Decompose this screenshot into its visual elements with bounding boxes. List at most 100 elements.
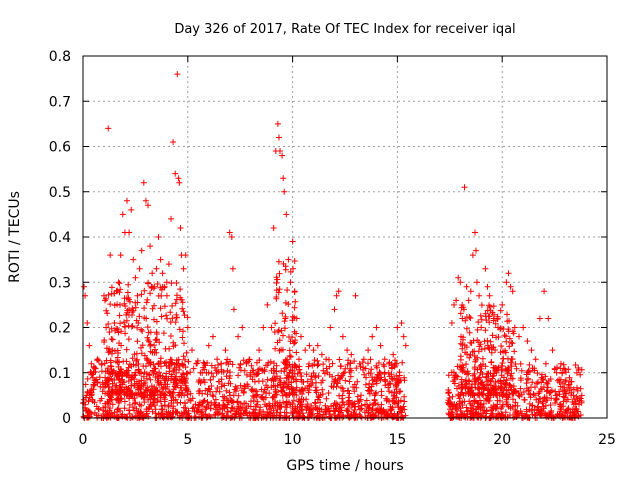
data-point-dense xyxy=(401,406,408,413)
data-point-dense xyxy=(123,346,130,353)
data-point-dense xyxy=(126,407,133,414)
data-point-dense xyxy=(165,403,172,410)
data-point-dense xyxy=(282,315,289,322)
data-point-dense xyxy=(576,401,582,408)
data-point-dense xyxy=(102,390,109,397)
data-point-dense xyxy=(187,369,194,376)
data-point-dense xyxy=(523,380,530,387)
data-point xyxy=(339,333,346,340)
data-point xyxy=(142,197,149,204)
data-point-dense xyxy=(143,299,150,306)
data-point-dense xyxy=(511,348,518,355)
data-point-dense xyxy=(292,362,299,369)
data-point-dense xyxy=(562,366,569,373)
data-point-dense xyxy=(354,378,361,385)
grid-lines xyxy=(83,56,607,418)
data-point-dense xyxy=(116,377,123,384)
data-point-dense xyxy=(95,405,102,412)
data-point-dense xyxy=(280,384,287,391)
data-point-dense xyxy=(488,344,495,351)
data-point-dense xyxy=(160,384,167,391)
data-point-dense xyxy=(557,376,564,383)
data-point-dense xyxy=(93,376,100,383)
data-point xyxy=(189,347,195,354)
data-point-dense xyxy=(274,406,281,413)
data-point-dense xyxy=(116,359,123,366)
data-point xyxy=(291,288,298,295)
data-point-dense xyxy=(293,349,300,356)
data-point-dense xyxy=(272,391,279,398)
y-tick-label: 0.8 xyxy=(49,49,71,65)
data-point-dense xyxy=(391,395,398,402)
data-point-dense xyxy=(572,398,579,405)
data-point xyxy=(524,338,531,345)
data-point xyxy=(472,229,478,236)
data-point-dense xyxy=(119,381,126,388)
data-point-dense xyxy=(490,364,497,371)
data-point-dense xyxy=(254,370,261,377)
plot-frame xyxy=(82,55,608,419)
data-point-dense xyxy=(158,363,164,370)
data-point-dense xyxy=(267,358,274,365)
data-point-dense xyxy=(125,322,132,329)
data-point-dense xyxy=(167,309,174,316)
data-point-dense xyxy=(273,280,280,286)
data-point-dense xyxy=(226,372,233,379)
data-point-dense xyxy=(141,314,148,321)
data-point-dense xyxy=(310,370,317,376)
data-point-dense xyxy=(238,407,245,414)
data-point-dense xyxy=(384,412,391,418)
data-point-dense xyxy=(182,400,188,407)
data-point-dense xyxy=(540,384,547,391)
data-point-dense xyxy=(458,379,465,386)
data-point-dense xyxy=(328,403,335,410)
data-point-dense xyxy=(458,333,464,340)
data-point xyxy=(398,320,405,326)
data-point-dense xyxy=(183,409,190,416)
data-point-dense xyxy=(492,385,499,392)
data-point-dense xyxy=(123,358,130,365)
data-point-dense xyxy=(254,398,261,405)
data-point-dense xyxy=(399,359,406,366)
data-point-dense xyxy=(445,372,452,379)
data-point-dense xyxy=(118,369,125,376)
data-point-dense xyxy=(518,367,525,374)
data-point-dense xyxy=(469,348,476,355)
data-point xyxy=(323,356,330,363)
data-point-dense xyxy=(291,328,298,335)
data-point xyxy=(365,347,372,354)
data-point-dense xyxy=(169,390,176,397)
data-point-dense xyxy=(573,405,580,412)
data-point-dense xyxy=(123,317,130,324)
data-point-dense xyxy=(278,388,285,395)
data-point-dense xyxy=(373,389,380,396)
data-point xyxy=(549,347,556,354)
data-point-dense xyxy=(149,408,156,415)
data-point-dense xyxy=(235,392,242,399)
data-point-dense xyxy=(303,396,310,403)
data-point-dense xyxy=(531,367,538,374)
data-point-dense xyxy=(323,406,330,413)
data-point-dense xyxy=(198,409,205,416)
data-point-dense xyxy=(292,298,299,305)
data-point-dense xyxy=(459,384,466,391)
data-point-dense xyxy=(480,385,487,392)
data-point-dense xyxy=(102,368,109,375)
data-point-dense xyxy=(205,369,212,376)
data-point-dense xyxy=(273,362,280,369)
data-point-dense xyxy=(103,379,109,386)
data-point xyxy=(153,265,160,272)
data-point-dense xyxy=(449,393,456,400)
data-point xyxy=(478,324,485,331)
data-point-dense xyxy=(392,357,398,364)
data-point-dense xyxy=(506,317,512,324)
data-point-dense xyxy=(169,315,176,322)
data-point-dense xyxy=(164,411,171,418)
data-point-dense xyxy=(121,405,128,412)
data-point-dense xyxy=(163,375,170,382)
data-point-dense xyxy=(144,324,151,331)
data-point-dense xyxy=(145,396,152,403)
data-point-dense xyxy=(105,365,111,372)
data-point xyxy=(264,301,271,308)
data-point-dense xyxy=(547,389,554,396)
